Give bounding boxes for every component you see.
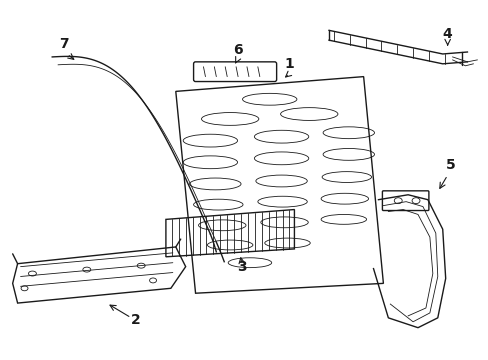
Text: 2: 2 <box>131 313 141 327</box>
Text: 6: 6 <box>233 43 243 57</box>
Text: 7: 7 <box>59 37 69 51</box>
Text: 1: 1 <box>284 57 294 71</box>
Text: 3: 3 <box>237 260 246 274</box>
Text: 4: 4 <box>442 27 451 41</box>
Text: 5: 5 <box>445 158 455 172</box>
